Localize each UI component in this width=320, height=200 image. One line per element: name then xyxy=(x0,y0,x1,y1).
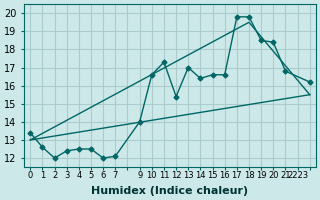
X-axis label: Humidex (Indice chaleur): Humidex (Indice chaleur) xyxy=(92,186,249,196)
